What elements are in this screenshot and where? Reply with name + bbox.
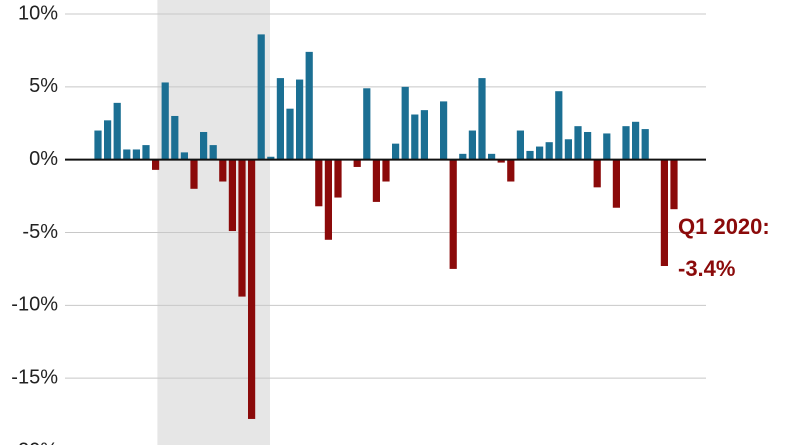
bar [516, 130, 524, 160]
bar [228, 159, 236, 232]
bar [449, 159, 457, 269]
bar [171, 115, 179, 160]
bar-layer [94, 34, 678, 419]
bar [593, 159, 601, 188]
bar [152, 159, 160, 170]
bar [603, 133, 611, 160]
bar [497, 159, 505, 163]
y-tick-label: 10% [18, 2, 58, 24]
bar [286, 108, 294, 160]
y-tick-label: -15% [11, 366, 58, 388]
bar [209, 145, 217, 160]
y-tick-label: -10% [11, 294, 58, 316]
bar [180, 152, 188, 160]
y-tick-label: 0% [29, 148, 58, 170]
bar [334, 159, 342, 198]
bar [382, 159, 390, 182]
bar [612, 159, 620, 208]
bar [440, 101, 448, 160]
bar [641, 129, 649, 160]
bar [660, 159, 668, 267]
bar [104, 120, 112, 160]
bar [507, 159, 515, 182]
bar [248, 159, 256, 419]
bar [161, 82, 169, 160]
bar [257, 34, 265, 160]
bar [305, 51, 313, 160]
bar [622, 126, 630, 160]
bar [315, 159, 323, 207]
y-tick-label: -5% [22, 221, 58, 243]
bar [200, 131, 208, 160]
bar [411, 114, 419, 160]
annotation: Q1 2020: [678, 214, 770, 239]
bar [401, 86, 409, 160]
bar [113, 102, 121, 160]
bar [526, 150, 534, 160]
bar [632, 121, 640, 160]
bar [94, 130, 102, 160]
bar [536, 146, 544, 160]
bar [545, 142, 553, 160]
bar [363, 88, 371, 160]
bar [132, 149, 140, 160]
bar [564, 139, 572, 160]
bar [584, 131, 592, 160]
bar [555, 91, 563, 160]
bar [238, 159, 246, 297]
annotation: -3.4% [678, 256, 735, 281]
bar [468, 130, 476, 160]
bar [420, 110, 428, 160]
bar [488, 153, 496, 160]
bar [353, 159, 361, 167]
bar [478, 78, 486, 160]
bar [123, 149, 131, 160]
bar [574, 126, 582, 160]
bar [459, 153, 467, 160]
bar [190, 159, 198, 189]
bar [296, 79, 304, 160]
bar [142, 145, 150, 160]
bar [670, 159, 678, 210]
y-tick-label: 5% [29, 75, 58, 97]
bar [267, 156, 275, 160]
bar [372, 159, 380, 202]
bar [219, 159, 227, 182]
y-tick-label: -20% [11, 439, 58, 445]
bar [324, 159, 332, 240]
bar [276, 78, 284, 160]
grid-layer: 10% 5% 0% -5% -10% -15% -20% [11, 2, 706, 445]
bar [392, 143, 400, 160]
